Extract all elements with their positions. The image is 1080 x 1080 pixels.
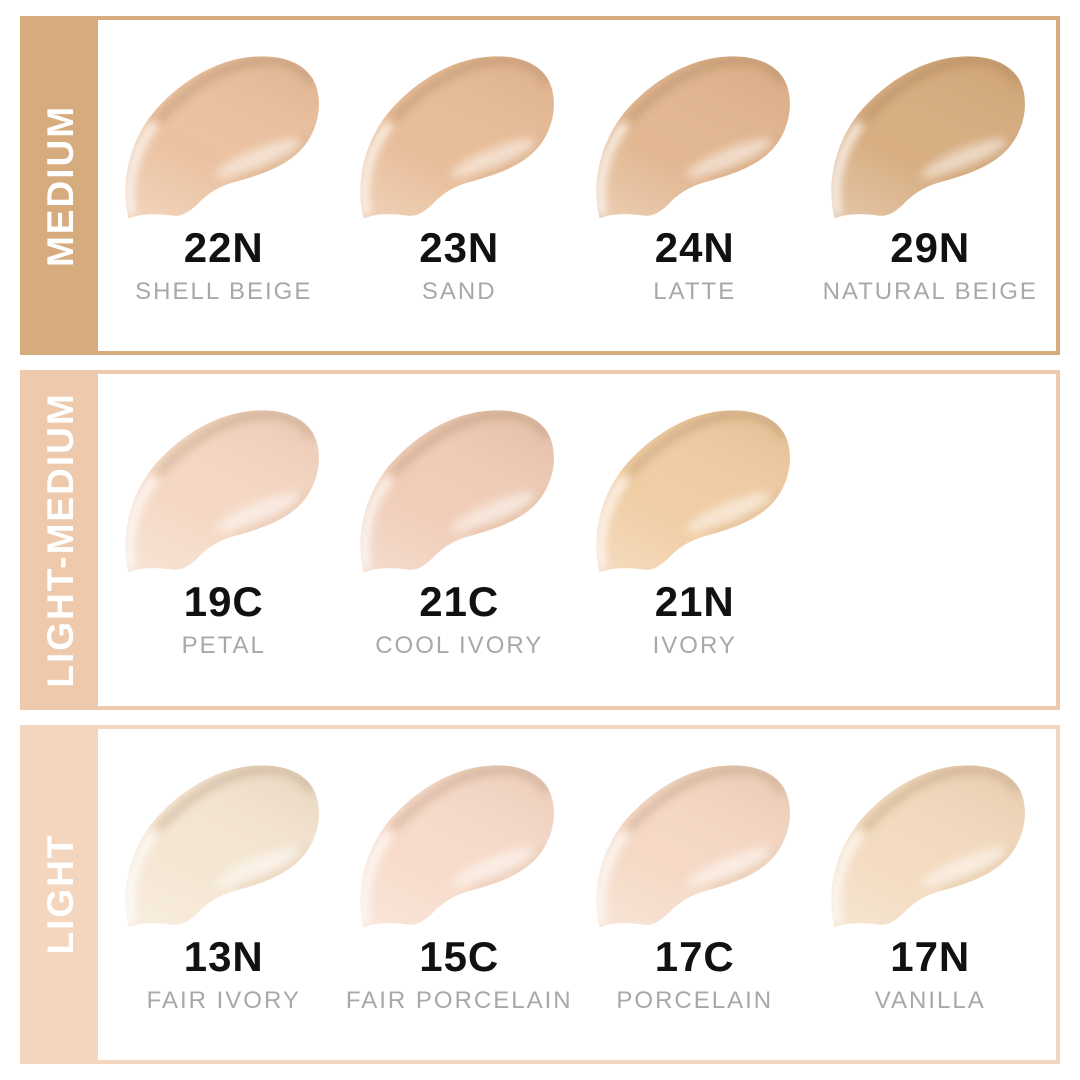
- shade-swatch-21C: 21C COOL IVORY: [342, 400, 578, 660]
- shade-code: 13N: [183, 932, 264, 980]
- shade-code: 29N: [890, 224, 971, 271]
- shade-code: 17N: [890, 932, 971, 980]
- shade-code: 21N: [654, 578, 735, 626]
- shade-code: 15C: [419, 932, 500, 980]
- foundation-smear-graphic: [125, 410, 319, 573]
- section-sidebar: LIGHT-MEDIUM: [24, 374, 98, 706]
- shade-name: PETAL: [181, 632, 266, 660]
- shade-code: 23N: [419, 224, 500, 271]
- foundation-smear: [583, 400, 807, 576]
- shade-name: SAND: [421, 278, 497, 305]
- section-sidebar: MEDIUM: [24, 20, 98, 352]
- section-label: MEDIUM: [40, 104, 81, 267]
- shade-swatch-23N: 23N SAND: [342, 46, 578, 306]
- shade-swatch-29N: 29N NATURAL BEIGE: [813, 46, 1049, 306]
- foundation-smear-graphic: [596, 410, 790, 573]
- section-label: LIGHT: [40, 833, 81, 955]
- shade-name: COOL IVORY: [375, 632, 544, 660]
- foundation-smear: [112, 755, 336, 931]
- foundation-smear-graphic: [360, 410, 555, 573]
- foundation-smear: [818, 46, 1042, 222]
- shade-swatch-13N: 13N FAIR IVORY: [106, 755, 342, 1015]
- shade-name: LATTE: [653, 278, 737, 305]
- foundation-smear: [583, 46, 807, 222]
- shade-swatch-15C: 15C FAIR PORCELAIN: [342, 755, 578, 1015]
- shade-code: 19C: [183, 578, 264, 626]
- foundation-smear: [583, 755, 807, 931]
- foundation-smear-graphic: [125, 56, 319, 219]
- section-label: LIGHT-MEDIUM: [40, 392, 81, 688]
- shade-code: 22N: [183, 224, 264, 271]
- shade-name: PORCELAIN: [616, 986, 774, 1014]
- foundation-smear: [112, 46, 336, 222]
- foundation-smear-graphic: [596, 56, 790, 219]
- shade-code: 17C: [654, 932, 735, 980]
- foundation-smear-graphic: [125, 764, 319, 927]
- shade-swatch-17N: 17N VANILLA: [813, 755, 1049, 1015]
- shade-section-light-medium: LIGHT-MEDIUM 19C PETAL 21C COOL IVORY 21N IVOR…: [20, 370, 1060, 710]
- foundation-smear-graphic: [360, 764, 555, 927]
- foundation-smear: [818, 755, 1042, 931]
- shade-section-medium: MEDIUM 22N SHELL BEIGE 23N SAND 24N LATTE 29N NA…: [20, 16, 1060, 356]
- foundation-smear-graphic: [831, 764, 1026, 927]
- foundation-smear-graphic: [596, 764, 790, 927]
- section-content: 19C PETAL 21C COOL IVORY 21N IVORY: [98, 374, 1056, 705]
- shade-swatch-19C: 19C PETAL: [106, 400, 342, 660]
- section-sidebar: LIGHT: [24, 728, 98, 1060]
- shade-name: SHELL BEIGE: [135, 278, 313, 305]
- shade-section-light: LIGHT 13N FAIR IVORY 15C FAIR PORCELAIN 17C PO…: [20, 724, 1060, 1064]
- foundation-smear-graphic: [360, 56, 555, 219]
- shade-name: FAIR PORCELAIN: [345, 986, 573, 1014]
- section-content: 13N FAIR IVORY 15C FAIR PORCELAIN 17C PORCELA…: [98, 729, 1056, 1060]
- shade-swatch-21N: 21N IVORY: [577, 400, 813, 660]
- foundation-smear: [112, 400, 336, 576]
- foundation-smear: [347, 755, 571, 931]
- shade-code: 21C: [419, 578, 500, 626]
- foundation-smear: [347, 400, 571, 576]
- shade-name: FAIR IVORY: [146, 986, 301, 1014]
- shade-name: NATURAL BEIGE: [822, 278, 1038, 305]
- shade-swatch-17C: 17C PORCELAIN: [577, 755, 813, 1015]
- shade-swatch-24N: 24N LATTE: [577, 46, 813, 306]
- shade-code: 24N: [654, 224, 735, 271]
- shade-name: VANILLA: [874, 986, 986, 1014]
- shade-name: IVORY: [652, 632, 737, 660]
- section-content: 22N SHELL BEIGE 23N SAND 24N LATTE 29N NATURAL …: [98, 20, 1056, 351]
- foundation-smear: [347, 46, 571, 222]
- foundation-smear-graphic: [831, 56, 1026, 219]
- shade-swatch-22N: 22N SHELL BEIGE: [106, 46, 342, 306]
